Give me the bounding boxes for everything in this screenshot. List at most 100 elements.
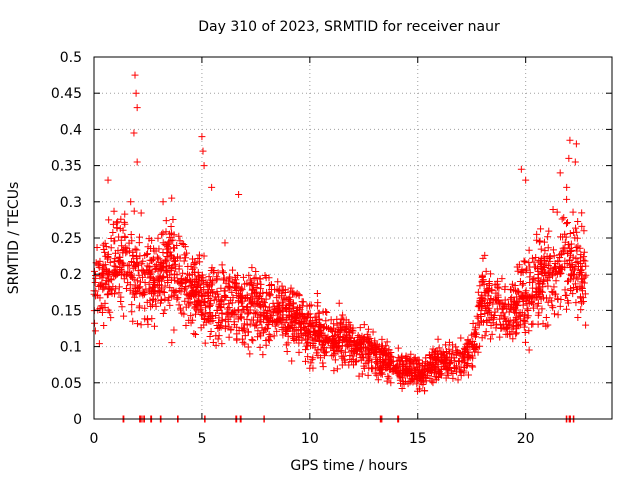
data-point [205,302,213,310]
data-point [129,264,137,272]
data-point [554,296,562,304]
data-point [295,339,303,347]
data-point [260,299,268,307]
data-point [377,363,385,371]
data-point [284,332,292,340]
data-point [130,129,138,137]
data-point [323,309,331,317]
data-point [536,237,544,245]
data-point [569,208,577,216]
y-tick-label: 0 [73,412,82,428]
data-point [378,335,386,343]
data-point [427,367,435,375]
data-point [498,275,506,283]
data-point [187,312,195,320]
data-point [471,340,479,348]
data-point [227,326,235,334]
data-point [568,260,576,268]
data-point [295,348,303,356]
data-point [509,335,517,343]
data-point [113,219,121,227]
data-point [102,252,110,260]
data-point [170,231,178,239]
data-point [551,263,559,271]
data-point [182,290,190,298]
data-point [572,273,580,281]
data-point [416,363,424,371]
data-point [477,307,485,315]
data-point [380,361,388,369]
data-point [399,370,407,378]
data-point [301,330,309,338]
data-point [538,260,546,268]
data-point [192,310,200,318]
data-point [331,349,339,357]
data-point [170,326,178,334]
data-point [222,294,230,302]
data-point [459,350,467,358]
data-point [525,259,533,267]
data-point [171,276,179,284]
data-point [190,330,198,338]
data-point [570,266,578,274]
data-point [101,248,109,256]
data-point [345,343,353,351]
data-point [356,324,364,332]
data-point [278,326,286,334]
x-axis-label: GPS time / hours [290,458,407,474]
data-point [566,136,574,144]
data-point [283,348,291,356]
data-point [160,272,168,280]
data-point [499,309,507,317]
data-point [229,308,237,316]
data-point [537,245,545,253]
data-point [340,336,348,344]
data-point [248,290,256,298]
data-point [163,249,171,257]
data-point [183,249,191,257]
data-point [252,274,260,282]
data-point [159,264,167,272]
data-point [288,315,296,323]
data-point [103,266,111,274]
data-point [438,353,446,361]
data-point [342,316,350,324]
data-point [521,338,529,346]
data-point [124,262,132,270]
data-point [487,296,495,304]
data-point [572,224,580,232]
data-point [146,274,154,282]
data-point [162,228,170,236]
data-point [217,323,225,331]
data-point [485,288,493,296]
data-point [397,379,405,387]
data-point [164,279,172,287]
data-point [383,338,391,346]
data-point [315,329,323,337]
data-point [573,228,581,236]
data-point [226,275,234,283]
data-point [146,285,154,293]
data-point [213,296,221,304]
data-point [154,234,162,242]
data-point [195,251,203,259]
data-point [371,369,379,377]
data-point [540,253,548,261]
data-point [544,261,552,269]
data-point [334,334,342,342]
data-point [239,273,247,281]
data-point [550,252,558,260]
data-point [96,257,104,265]
data-point [476,282,484,290]
data-point [100,246,108,254]
data-point [239,302,247,310]
data-point [246,350,254,358]
data-point [162,257,170,265]
data-point [148,315,156,323]
data-point [301,357,309,365]
data-point [235,191,243,199]
data-point [544,298,552,306]
data-point [215,319,223,327]
data-point [464,359,472,367]
data-point [187,292,195,300]
